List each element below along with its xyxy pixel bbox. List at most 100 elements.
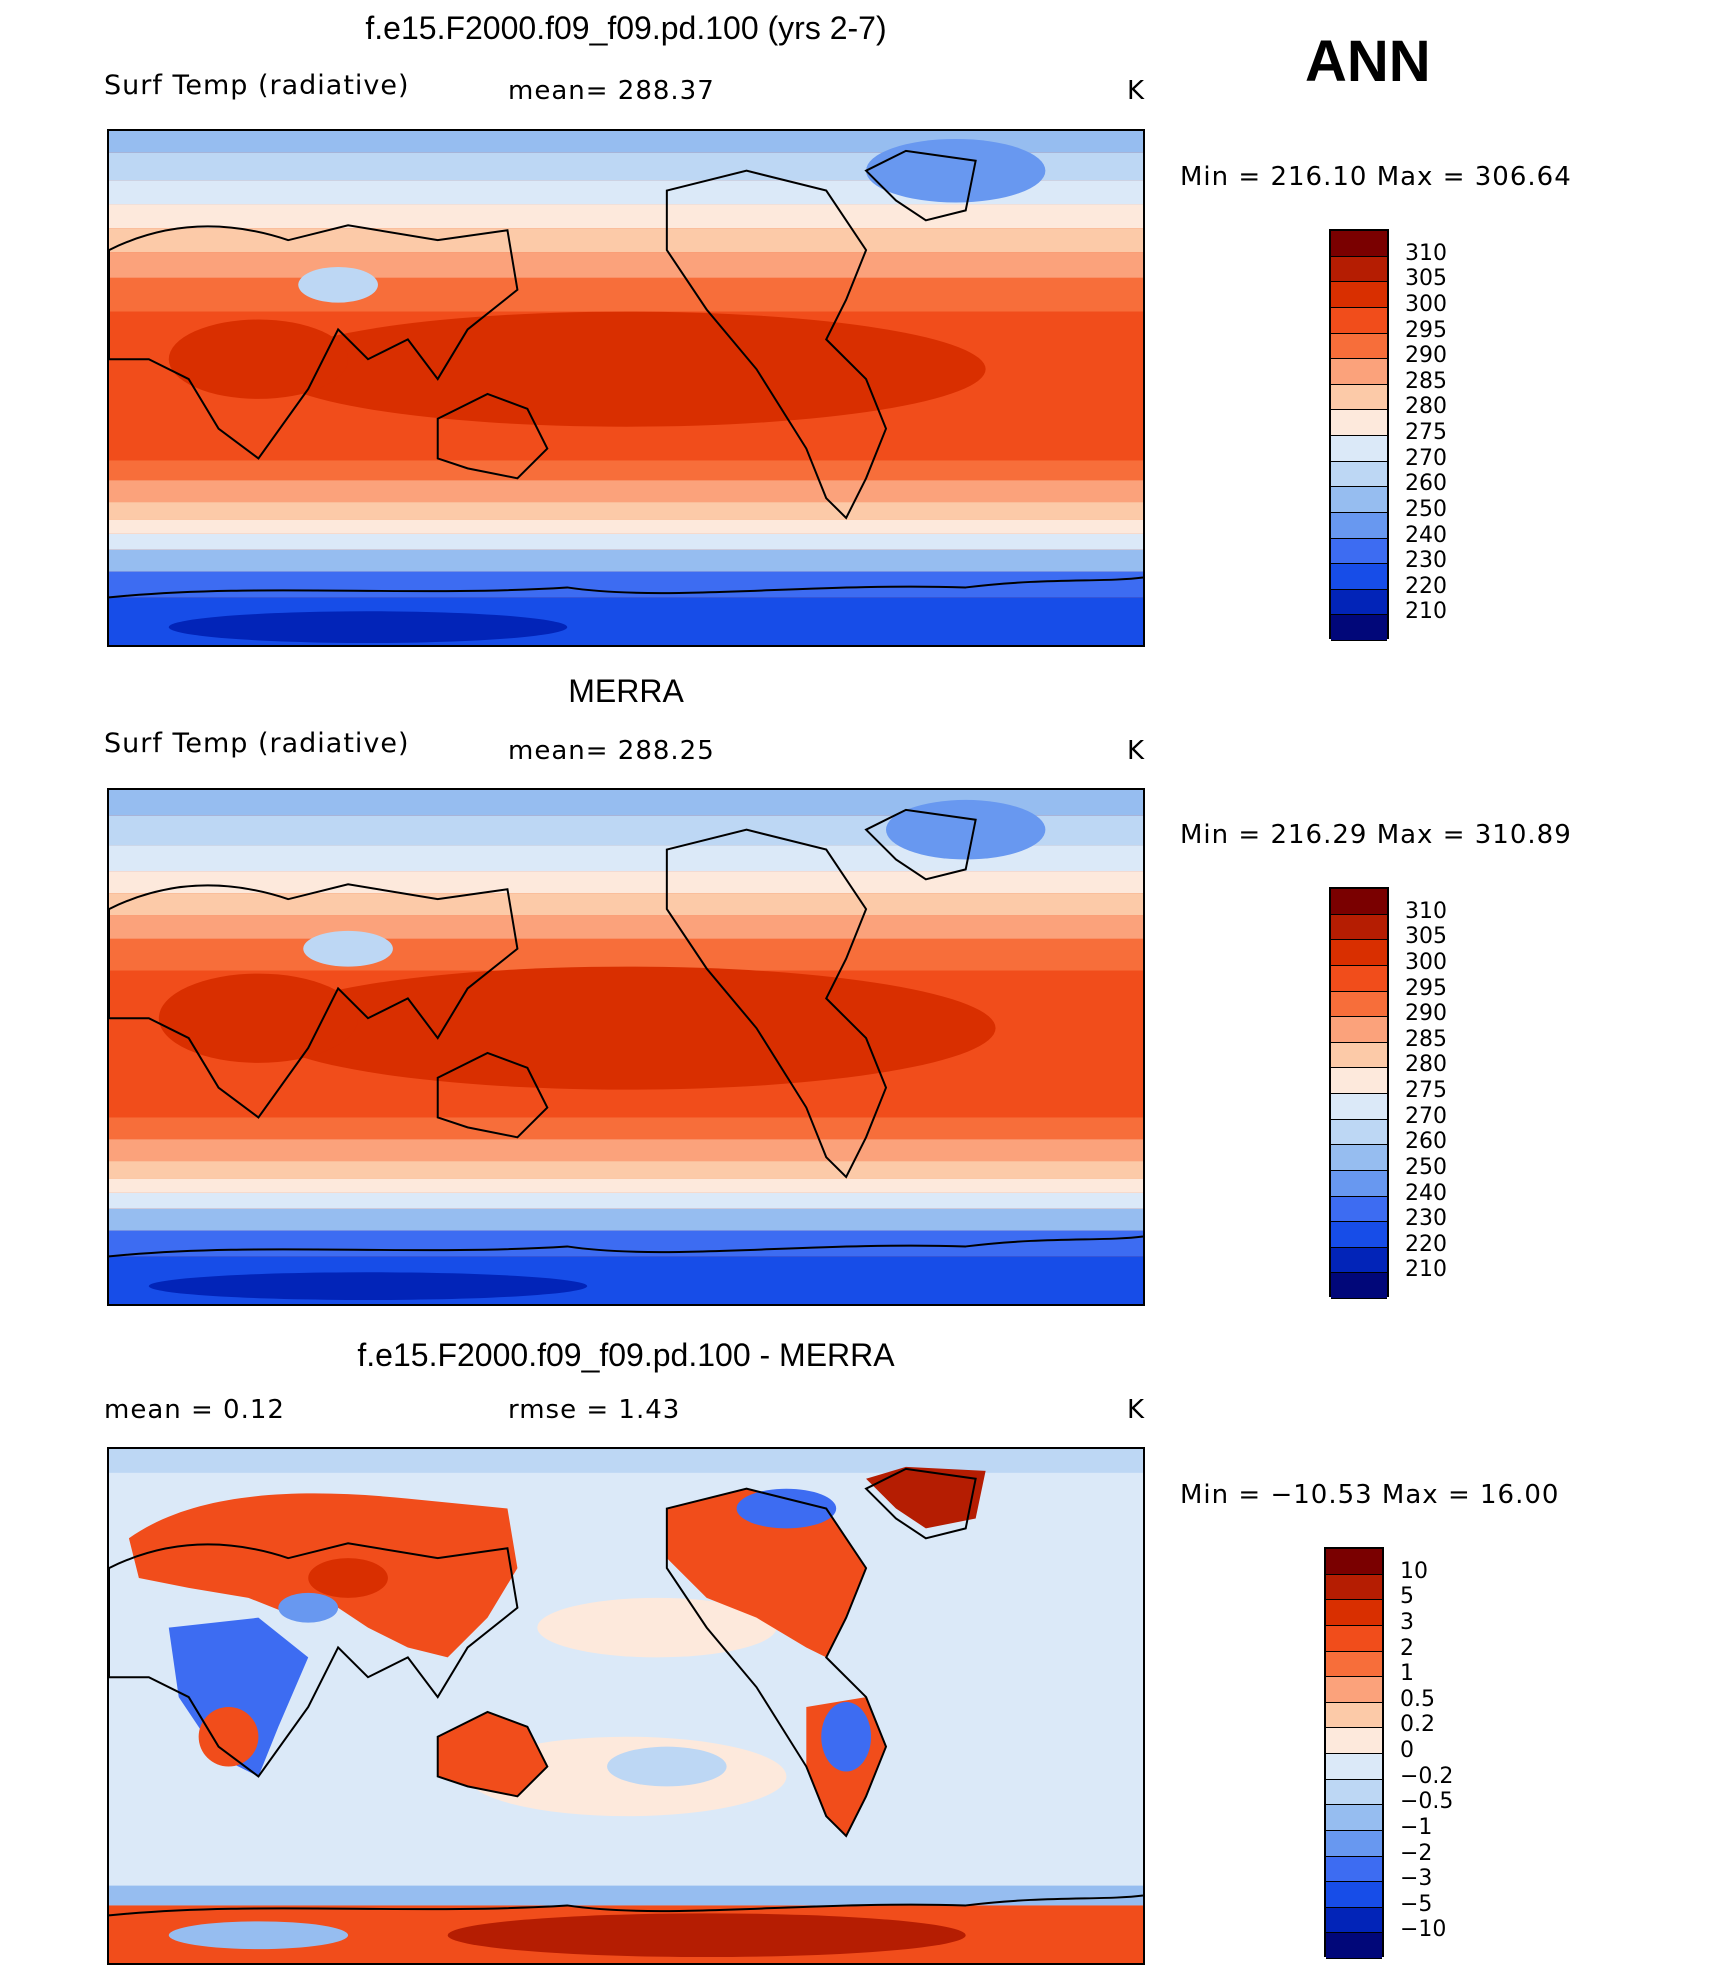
- panel2-colorbar-tick-label: 280: [1405, 1052, 1447, 1078]
- panel2-colorbar-tick-label: 295: [1405, 975, 1447, 1001]
- panel2-colorbar-tick-label: 230: [1405, 1206, 1447, 1232]
- panel2-colorbar-tick-label: 285: [1405, 1026, 1447, 1052]
- panel1-colorbar-swatch: [1331, 333, 1387, 360]
- panel1-colorbar-swatch: [1331, 231, 1387, 257]
- panel1-colorbar-swatch: [1331, 615, 1387, 641]
- panel3-map-svg: [109, 1449, 1143, 1963]
- panel1-colorbar-swatch: [1331, 282, 1387, 308]
- panel1-colorbar-swatch: [1331, 410, 1387, 436]
- panel2-colorbar-swatch: [1331, 1273, 1387, 1299]
- panel3-colorbar-swatch: [1326, 1882, 1382, 1908]
- panel1-colorbar-tick-label: 305: [1405, 266, 1447, 292]
- panel3-mean: mean = 0.12: [104, 1395, 285, 1425]
- panel1-title: f.e15.F2000.f09_f09.pd.100 (yrs 2-7): [365, 10, 887, 46]
- panel1-colorbar-swatch: [1331, 564, 1387, 590]
- panel1-units: K: [1127, 76, 1146, 106]
- panel1-colorbar-swatch: [1331, 307, 1387, 334]
- panel3-colorbar-swatch: [1326, 1702, 1382, 1729]
- panel1-colorbar: [1329, 229, 1389, 641]
- panel1-mean: mean= 288.37: [508, 76, 715, 106]
- panel1-colorbar-tick-label: 290: [1405, 343, 1447, 369]
- panel2-colorbar-swatch: [1331, 1196, 1387, 1223]
- panel3-colorbar-swatch: [1326, 1625, 1382, 1652]
- panel3-colorbar-swatch: [1326, 1856, 1382, 1883]
- panel3-title: f.e15.F2000.f09_f09.pd.100 - MERRA: [357, 1337, 895, 1373]
- panel3-colorbar-tick-label: −3: [1400, 1866, 1433, 1892]
- panel1-colorbar-swatch: [1331, 589, 1387, 616]
- panel3-colorbar-swatch: [1326, 1805, 1382, 1831]
- panel2-colorbar-swatch: [1331, 1170, 1387, 1197]
- panel2-colorbar-swatch: [1331, 991, 1387, 1018]
- panel3-colorbar-tick-label: 2: [1400, 1635, 1414, 1661]
- panel2-minmax: Min = 216.29 Max = 310.89: [1180, 820, 1572, 850]
- panel2-colorbar-swatch: [1331, 1145, 1387, 1171]
- panel3-colorbar-swatch: [1326, 1600, 1382, 1626]
- panel3-colorbar-tick-label: −0.2: [1400, 1763, 1454, 1789]
- season-label: ANN: [1305, 29, 1431, 94]
- panel3-colorbar-swatch: [1326, 1677, 1382, 1703]
- panel1-colorbar-tick-label: 295: [1405, 317, 1447, 343]
- panel2-colorbar-swatch: [1331, 1247, 1387, 1274]
- panel1-colorbar-tick-label: 260: [1405, 471, 1447, 497]
- panel3-colorbar-tick-label: −5: [1400, 1891, 1433, 1917]
- panel3-colorbar-tick-label: 5: [1400, 1584, 1414, 1610]
- panel3-colorbar-tick-label: 0: [1400, 1738, 1414, 1763]
- panel3-colorbar-swatch: [1326, 1549, 1382, 1575]
- panel2-colorbar-tick-label: 250: [1405, 1154, 1447, 1180]
- panel1-colorbar-swatch: [1331, 512, 1387, 539]
- panel3-colorbar-swatch: [1326, 1933, 1382, 1959]
- panel1-colorbar-swatch: [1331, 461, 1387, 488]
- panel3-colorbar-swatch: [1326, 1830, 1382, 1857]
- panel1-colorbar-swatch: [1331, 359, 1387, 385]
- panel1-colorbar-tick-label: 270: [1405, 445, 1447, 471]
- panel2-units: K: [1127, 736, 1146, 766]
- panel1-colorbar-swatch: [1331, 436, 1387, 462]
- panel2-colorbar-tick-label: 305: [1405, 924, 1447, 950]
- panel1-colorbar-tick-label: 230: [1405, 548, 1447, 574]
- panel2-colorbar-swatch: [1331, 1068, 1387, 1094]
- panel2-colorbar-swatch: [1331, 965, 1387, 992]
- panel1-colorbar-tick-label: 275: [1405, 420, 1447, 445]
- panel2-map-svg: [109, 790, 1143, 1304]
- panel2-colorbar-tick-label: 210: [1405, 1257, 1447, 1283]
- panel1-colorbar-swatch: [1331, 538, 1387, 565]
- panel3-colorbar-tick-label: 10: [1400, 1558, 1428, 1584]
- panel1-map-svg: [109, 131, 1143, 645]
- panel3-colorbar: [1324, 1547, 1384, 1959]
- panel3-minmax: Min = −10.53 Max = 16.00: [1180, 1480, 1560, 1510]
- panel3-colorbar-tick-label: 3: [1400, 1609, 1414, 1635]
- panel1-colorbar-tick-label: 220: [1405, 573, 1447, 599]
- panel2-colorbar: [1329, 887, 1389, 1299]
- panel2-colorbar-tick-label: 270: [1405, 1103, 1447, 1129]
- panel2-colorbar-tick-label: 220: [1405, 1231, 1447, 1257]
- panel2-colorbar-swatch: [1331, 1094, 1387, 1120]
- panel3-colorbar-swatch: [1326, 1728, 1382, 1754]
- panel3-colorbar-swatch: [1326, 1754, 1382, 1780]
- panel2-colorbar-swatch: [1331, 1119, 1387, 1146]
- panel3-units: K: [1127, 1395, 1146, 1425]
- panel1-colorbar-tick-label: 280: [1405, 394, 1447, 420]
- panel1-colorbar-swatch: [1331, 256, 1387, 283]
- panel3-colorbar-swatch: [1326, 1907, 1382, 1934]
- panel2-colorbar-tick-label: 300: [1405, 949, 1447, 975]
- panel2-colorbar-swatch: [1331, 1222, 1387, 1248]
- panel3-colorbar-swatch: [1326, 1779, 1382, 1806]
- panel2-colorbar-tick-label: 275: [1405, 1078, 1447, 1103]
- panel3-map: [107, 1447, 1145, 1965]
- panel1-colorbar-tick-label: 310: [1405, 240, 1447, 266]
- panel2-colorbar-tick-label: 260: [1405, 1129, 1447, 1155]
- panel2-map: [107, 788, 1145, 1306]
- panel2-colorbar-tick-label: 290: [1405, 1001, 1447, 1027]
- panel2-variable-label: Surf Temp (radiative): [104, 728, 410, 759]
- panel2-colorbar-tick-label: 310: [1405, 898, 1447, 924]
- panel3-colorbar-tick-label: −2: [1400, 1840, 1433, 1866]
- panel2-title: MERRA: [568, 673, 684, 709]
- panel1-variable-label: Surf Temp (radiative): [104, 70, 410, 101]
- panel1-colorbar-swatch: [1331, 384, 1387, 411]
- panel2-colorbar-swatch: [1331, 940, 1387, 966]
- panel1-colorbar-tick-label: 300: [1405, 291, 1447, 317]
- panel3-colorbar-tick-label: 0.2: [1400, 1712, 1435, 1738]
- panel1-colorbar-tick-label: 240: [1405, 522, 1447, 548]
- panel2-colorbar-swatch: [1331, 889, 1387, 915]
- panel2-mean: mean= 288.25: [508, 736, 715, 766]
